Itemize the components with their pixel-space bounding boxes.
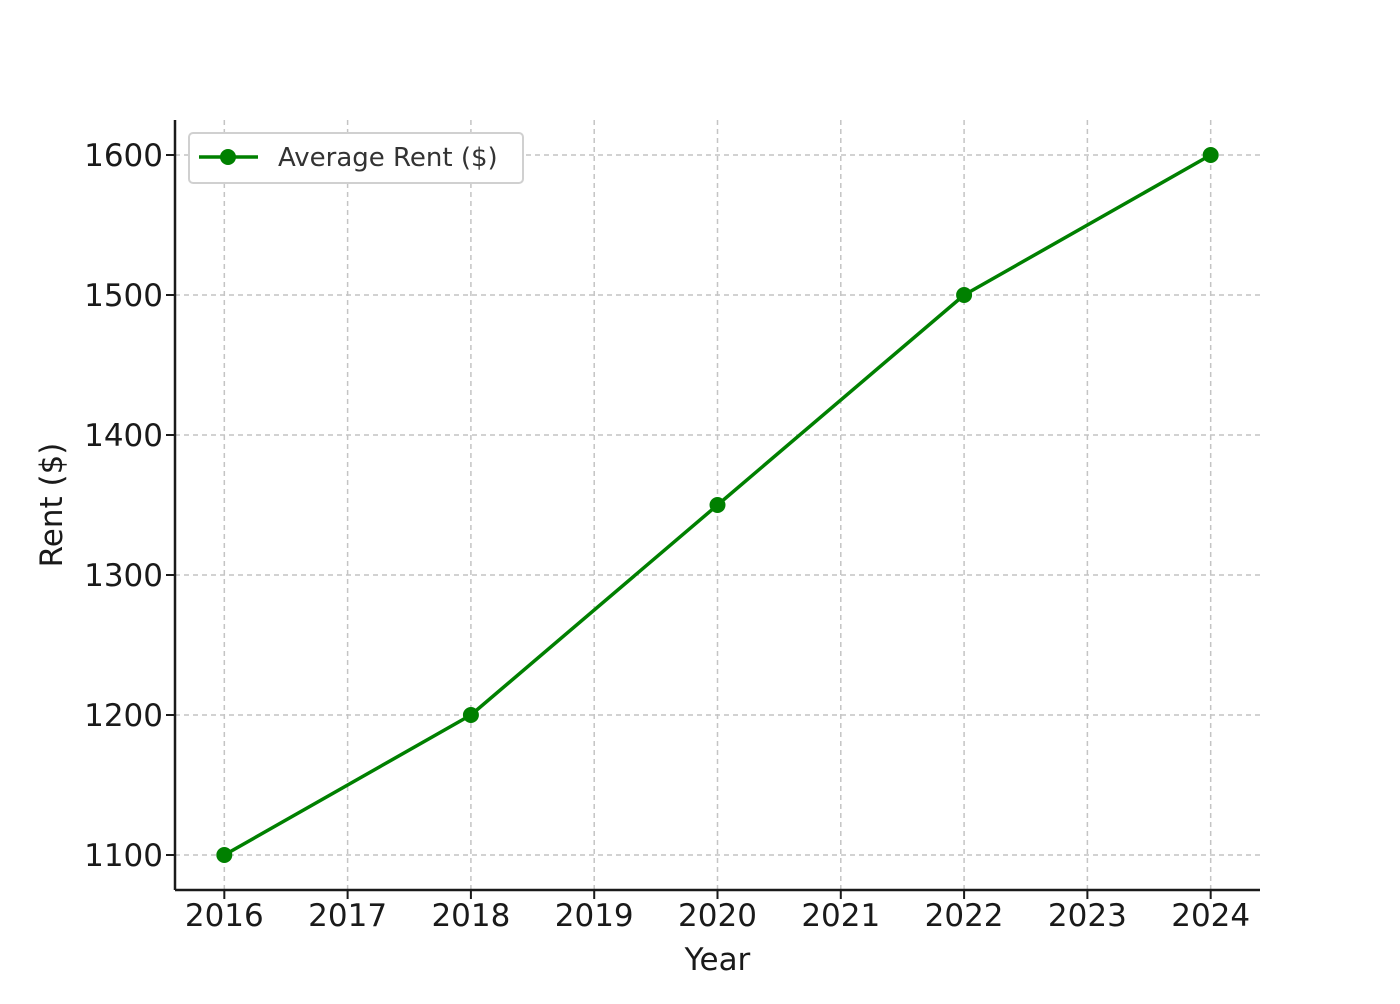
x-tick-label: 2016 <box>185 898 264 934</box>
x-tick-label: 2020 <box>678 898 757 934</box>
legend-box <box>188 132 524 184</box>
y-tick-label: 1300 <box>84 558 163 594</box>
data-point <box>462 707 479 723</box>
data-point <box>216 847 233 863</box>
series-average-rent <box>216 147 1219 863</box>
x-tick-label: 2022 <box>925 898 1004 934</box>
data-point <box>956 287 973 303</box>
x-tick-label: 2018 <box>431 898 510 934</box>
x-axis-title: Year <box>684 942 751 978</box>
legend-marker-swatch <box>220 149 236 165</box>
x-tick-label: 2023 <box>1048 898 1127 934</box>
x-tick-label: 2019 <box>555 898 634 934</box>
x-tick-label: 2017 <box>308 898 387 934</box>
y-tick-label: 1600 <box>84 138 163 174</box>
y-tick-label: 1400 <box>84 418 163 454</box>
y-tick-label: 1200 <box>84 698 163 734</box>
x-tick-label: 2024 <box>1171 898 1250 934</box>
y-axis-title: Rent ($) <box>34 443 70 568</box>
y-tick-label: 1500 <box>84 278 163 314</box>
data-point <box>1202 147 1219 163</box>
legend: Average Rent ($) <box>188 132 524 184</box>
x-tick-label: 2021 <box>801 898 880 934</box>
legend-label: Average Rent ($) <box>278 143 498 173</box>
data-point <box>709 497 726 513</box>
y-tick-label: 1100 <box>84 838 163 874</box>
tick-marks: 2016 2017 2018 2019 2020 2021 2022 2023 2024 1100… <box>84 138 1250 934</box>
